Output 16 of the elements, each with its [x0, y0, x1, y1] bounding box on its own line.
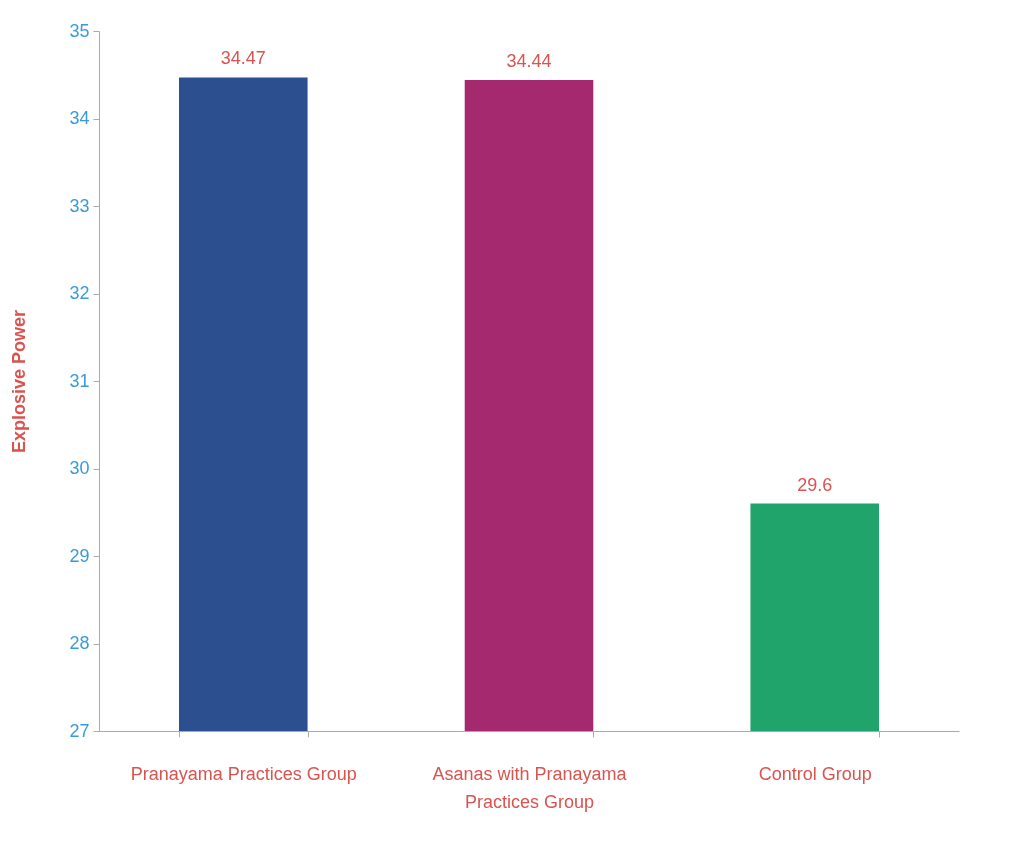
data-label: 34.47: [220, 48, 266, 69]
data-label: 34.44: [506, 51, 552, 71]
y-tick-label: 27: [69, 720, 90, 741]
y-axis-title: Explosive Power: [9, 309, 30, 454]
data-label: 29.6: [797, 474, 833, 495]
y-tick-label: 31: [69, 370, 90, 391]
x-tick-label: Pranayama Practices Group: [130, 763, 357, 784]
y-tick-label: 33: [69, 195, 90, 216]
x-tick-label: Control Group: [758, 763, 872, 784]
y-tick-label: 30: [69, 458, 90, 478]
y-tick-label: 32: [69, 283, 90, 303]
y-tick-label: 35: [69, 20, 90, 41]
y-tick-label: 34: [69, 108, 90, 128]
y-tick-label: 28: [69, 633, 90, 653]
x-tick-label: Asanas with Pranayama Practices Group: [432, 763, 628, 812]
y-tick-label: 29: [69, 545, 90, 566]
